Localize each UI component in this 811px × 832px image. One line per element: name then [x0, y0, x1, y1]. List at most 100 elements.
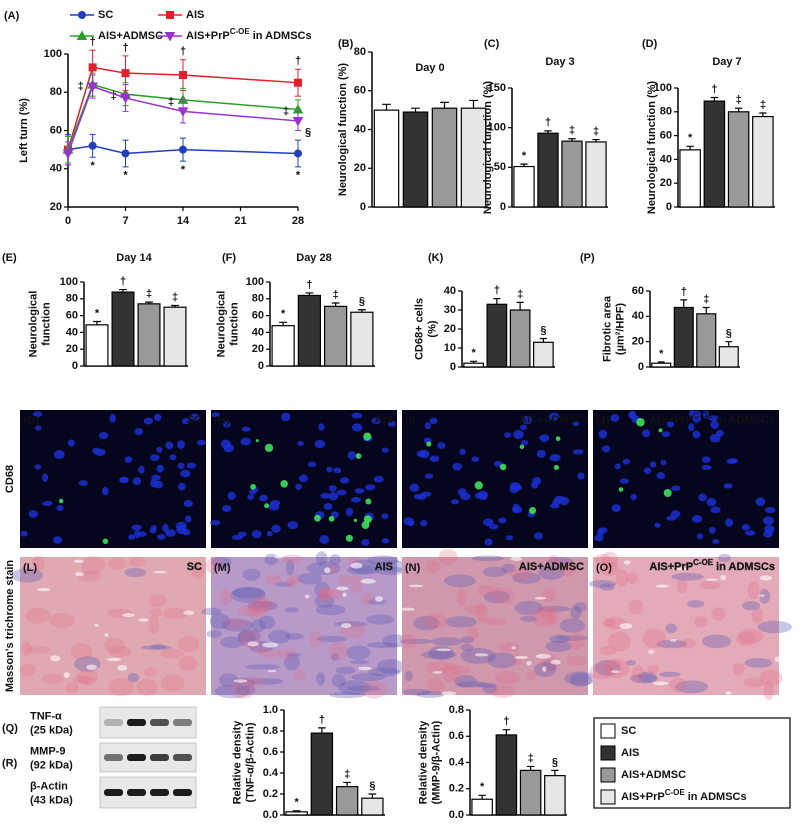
myocyte — [743, 677, 765, 688]
significance-label: * — [181, 164, 186, 176]
significance-label: ‡ — [344, 768, 350, 780]
myocyte — [476, 584, 499, 597]
panel-label: (O) — [596, 562, 612, 574]
bar — [471, 798, 493, 816]
fibrosis — [588, 579, 617, 588]
significance-label: † — [306, 279, 312, 291]
point — [88, 63, 97, 72]
nucleus — [323, 503, 333, 510]
cd68-cell — [553, 464, 559, 470]
nucleus — [420, 520, 428, 527]
gap — [350, 562, 363, 569]
nucleus — [692, 430, 701, 439]
nucleus — [450, 499, 460, 505]
nucleus — [34, 464, 42, 470]
legend-label: AIS — [621, 747, 639, 759]
fibrosis — [150, 644, 167, 650]
nucleus — [660, 459, 667, 466]
nucleus — [498, 517, 507, 524]
error-bar — [502, 729, 511, 735]
fibrosis — [456, 681, 488, 688]
fibrosis — [382, 634, 408, 648]
fibrosis — [376, 659, 405, 675]
nucleus — [716, 429, 725, 437]
nucleus — [328, 485, 337, 492]
myocyte — [246, 601, 268, 619]
x-tick-label: 28 — [292, 215, 304, 227]
nucleus — [549, 454, 561, 462]
nucleus — [484, 538, 493, 546]
fibrosis — [314, 594, 335, 608]
legend-label: AIS — [186, 9, 204, 21]
nucleus — [180, 469, 191, 478]
x-tick-label: 14 — [177, 215, 190, 227]
cd68-cell — [474, 481, 483, 490]
legend-label: SC — [98, 9, 113, 21]
fibrosis — [221, 619, 254, 632]
fibrosis — [251, 619, 266, 632]
myocyte — [256, 598, 276, 611]
error-bar — [551, 769, 559, 776]
y-tick-label: 60 — [66, 310, 78, 322]
myocyte — [601, 551, 618, 568]
y-tick-label: 60 — [354, 85, 366, 97]
gap — [441, 691, 457, 696]
cd68-cell — [314, 514, 321, 522]
nucleus — [336, 489, 347, 496]
gap — [86, 664, 97, 671]
cd68-cell — [345, 534, 353, 542]
micrograph — [210, 410, 397, 548]
legend-label: AIS+ADMSC — [98, 30, 163, 42]
nucleus — [598, 527, 608, 534]
significance-label: † — [90, 36, 96, 48]
nucleus — [429, 417, 438, 425]
nucleus — [642, 429, 651, 438]
nucleus — [706, 497, 717, 507]
fibrosis — [460, 636, 474, 644]
y-axis-label: Neurological — [27, 291, 39, 358]
significance-label: ‡ — [146, 288, 152, 300]
y-tick-label: 50 — [494, 161, 506, 173]
y-tick-label: 0.6 — [263, 746, 278, 758]
fibrosis — [428, 646, 454, 661]
nucleus — [534, 532, 543, 540]
nucleus — [513, 429, 524, 439]
myocyte — [148, 614, 160, 635]
myocyte — [531, 608, 555, 627]
legend-label-part: in ADMSCs — [253, 30, 312, 42]
myocyte — [738, 628, 764, 644]
gap — [474, 653, 489, 657]
bar — [651, 362, 672, 368]
legend-swatch — [600, 767, 616, 783]
nucleus — [764, 507, 776, 514]
fibrosis — [454, 675, 478, 688]
fibrosis — [487, 652, 517, 669]
nucleus — [539, 434, 550, 442]
blot-band — [127, 754, 146, 761]
nucleus — [416, 450, 426, 458]
fibrosis — [268, 629, 291, 644]
fibrosis — [252, 601, 273, 608]
nucleus — [268, 503, 280, 511]
legend-label-part: AIS+PrP — [621, 791, 665, 803]
fibrosis — [599, 583, 615, 591]
nucleus — [299, 474, 308, 483]
myocyte — [337, 574, 352, 586]
y-axis-label: Neurological function (%) — [337, 63, 349, 197]
significance-label: * — [123, 170, 128, 182]
fibrosis — [316, 635, 348, 643]
y-axis-label: Relative density — [417, 720, 429, 805]
myocyte — [149, 608, 163, 617]
myocyte — [425, 560, 441, 574]
myocyte — [456, 588, 467, 607]
gap — [611, 670, 620, 673]
blot-band — [150, 754, 169, 761]
fibrosis — [416, 690, 445, 698]
micrograph-bg — [20, 557, 206, 695]
significance-label: * — [91, 160, 96, 172]
significance-label: ‡ — [703, 293, 709, 305]
gap — [183, 610, 195, 615]
myocyte — [626, 572, 639, 584]
y-tick-label: 0 — [360, 201, 366, 213]
fibrosis — [286, 559, 295, 576]
